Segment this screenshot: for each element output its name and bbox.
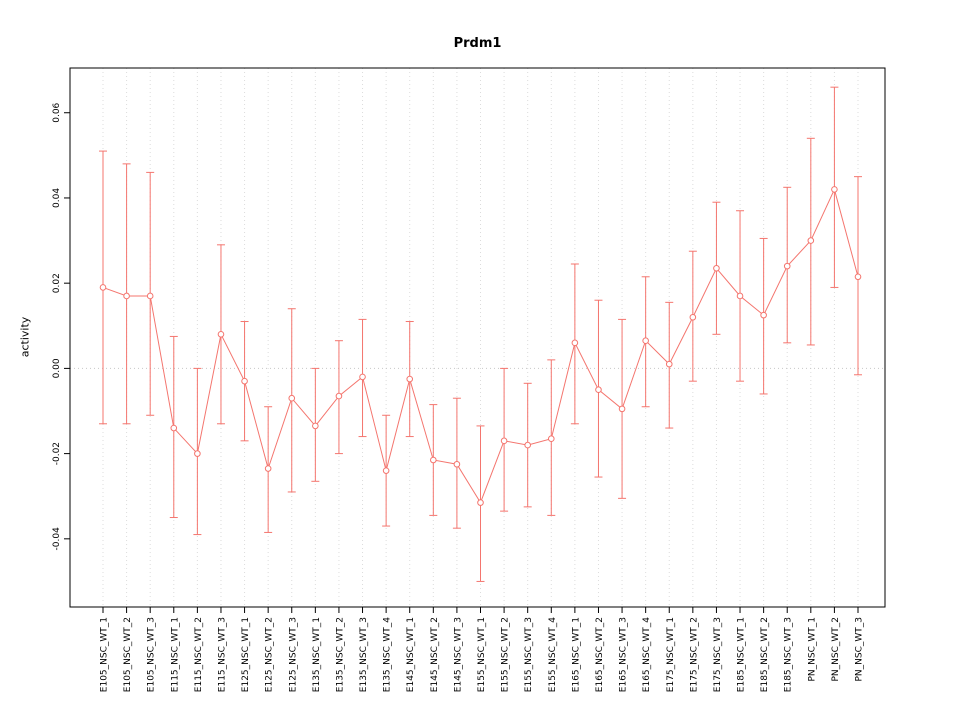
x-tick-label: E155_NSC_WT_1 [477,617,487,692]
data-point [146,292,154,300]
x-tick-label: E155_NSC_WT_2 [501,617,511,692]
x-tick-label: E185_NSC_WT_1 [737,617,747,692]
data-point [547,435,555,442]
data-point [807,237,815,244]
x-tick-label: E115_NSC_WT_3 [217,617,227,692]
x-tick-label: E145_NSC_WT_3 [453,617,463,692]
x-tick-label: E155_NSC_WT_3 [524,617,534,692]
x-tick-label: E135_NSC_WT_3 [359,617,369,692]
data-point [500,437,508,445]
x-tick-label: E165_NSC_WT_3 [619,617,629,692]
x-tick-label: E105_NSC_WT_3 [147,617,157,692]
data-point [430,456,437,464]
data-point [123,292,130,300]
y-tick-label: 0.06 [52,102,62,122]
data-point [312,422,319,430]
y-tick-label: -0.04 [52,527,62,551]
x-tick-label: E135_NSC_WT_4 [383,617,393,692]
x-tick-label: PN_NSC_WT_1 [807,617,817,682]
x-tick-label: E165_NSC_WT_4 [642,617,652,692]
data-point [595,386,602,393]
data-point [406,375,414,383]
x-tick-label: E185_NSC_WT_3 [784,617,794,692]
x-tick-label: PN_NSC_WT_3 [855,617,865,682]
x-tick-label: E135_NSC_WT_1 [312,617,322,692]
data-point [477,499,484,506]
data-point [665,360,673,368]
data-point [170,424,178,432]
x-tick-label: E145_NSC_WT_1 [406,617,416,692]
x-tick-label: PN_NSC_WT_2 [831,617,841,682]
data-point [382,467,390,474]
x-tick-label: E135_NSC_WT_2 [335,617,345,692]
x-tick-label: E145_NSC_WT_2 [430,617,440,692]
x-tick-label: E185_NSC_WT_2 [760,617,770,692]
data-point [359,373,366,381]
x-tick-label: E175_NSC_WT_2 [689,617,699,692]
data-point [335,392,343,400]
x-tick-label: E125_NSC_WT_1 [241,617,251,692]
x-tick-label: E125_NSC_WT_3 [288,617,298,692]
data-point [736,292,744,300]
y-tick-label: 0.00 [52,358,62,378]
y-tick-label: -0.02 [52,442,62,465]
x-tick-label: E165_NSC_WT_2 [595,617,605,692]
data-point [783,262,791,270]
data-point [618,405,626,413]
x-tick-label: E125_NSC_WT_2 [265,617,275,692]
y-tick-label: 0.04 [52,188,62,208]
data-point [760,311,767,319]
data-point [831,186,838,193]
data-point [264,465,272,472]
data-point [713,264,720,272]
x-tick-label: E165_NSC_WT_1 [571,617,581,692]
data-point [217,331,225,338]
data-point [241,377,248,385]
y-tick-label: 0.02 [52,273,62,293]
data-point [642,337,649,344]
data-point [288,394,296,402]
data-point [194,450,201,457]
x-tick-label: E115_NSC_WT_1 [170,617,180,692]
x-tick-label: E105_NSC_WT_2 [123,617,133,692]
x-tick-label: E115_NSC_WT_2 [194,617,204,692]
data-point [854,273,862,281]
data-point [571,339,579,347]
data-point [453,460,461,468]
data-point [689,313,697,321]
x-tick-label: E155_NSC_WT_4 [548,617,558,692]
x-tick-label: E175_NSC_WT_3 [713,617,723,692]
x-tick-label: E105_NSC_WT_1 [100,617,110,692]
plot-border [69,67,886,608]
data-point [524,441,531,449]
x-tick-label: E175_NSC_WT_1 [666,617,676,692]
chart-title: Prdm1 [453,36,502,51]
data-point [99,284,107,291]
